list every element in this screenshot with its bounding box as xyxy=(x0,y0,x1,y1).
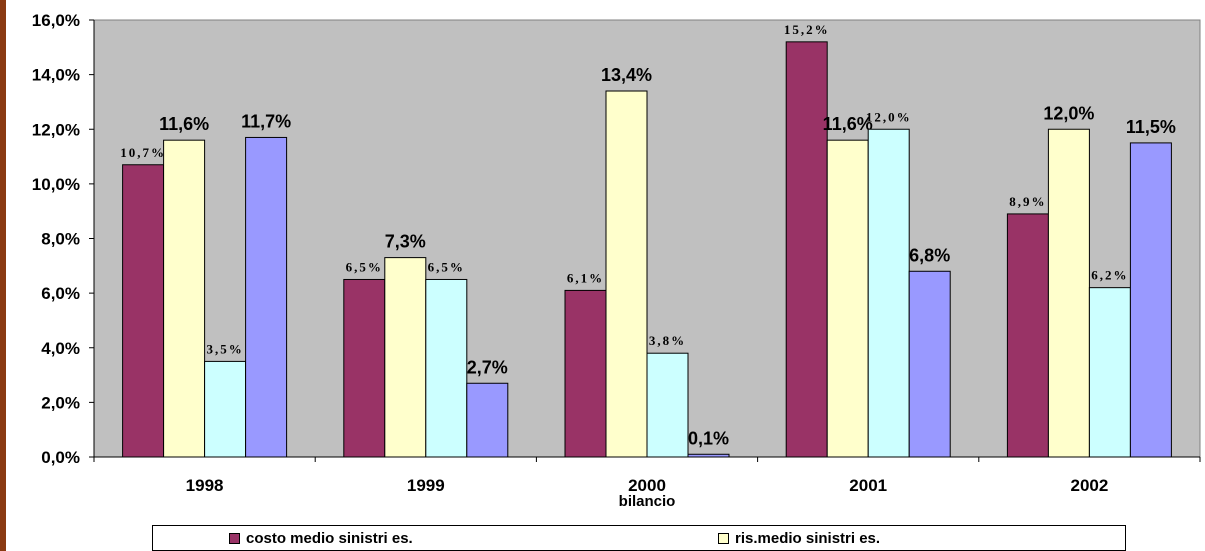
data-label: 12,0% xyxy=(1043,103,1094,123)
data-label: 6,5% xyxy=(346,259,383,274)
y-tick-label: 0,0% xyxy=(41,448,80,467)
x-tick-label: 1998 xyxy=(186,476,224,495)
data-label: 7,3% xyxy=(385,232,426,252)
bar xyxy=(204,360,247,458)
bar xyxy=(1047,128,1090,458)
y-tick-label: 14,0% xyxy=(32,66,80,85)
data-label: 12,0% xyxy=(866,109,912,124)
bar xyxy=(343,278,386,458)
x-tick-label: 2002 xyxy=(1070,476,1108,495)
y-tick-label: 8,0% xyxy=(41,230,80,249)
y-tick-label: 4,0% xyxy=(41,339,80,358)
bar xyxy=(867,128,910,458)
bar xyxy=(1088,287,1131,458)
bar xyxy=(163,139,206,458)
bar xyxy=(1129,142,1172,458)
bar xyxy=(564,289,607,458)
data-label: 6,5% xyxy=(428,259,465,274)
bar-chart: 0,0% 2,0% 4,0% 6,0% 8,0% 10,0% 12,0% 14,0% 16,0%… xyxy=(32,11,1201,510)
data-label: 10,7% xyxy=(120,145,166,160)
legend-item-ris: ris.medio sinistri es. xyxy=(718,529,880,547)
bar xyxy=(425,278,468,458)
bar xyxy=(122,164,165,458)
bar xyxy=(605,90,648,458)
legend: costo medio sinistri es. ris.medio sinis… xyxy=(152,525,1126,551)
data-label: 6,1% xyxy=(567,270,604,285)
legend-label-costo: costo medio sinistri es. xyxy=(246,529,413,547)
data-label: 11,6% xyxy=(823,114,873,134)
bar xyxy=(384,257,427,458)
bar xyxy=(1006,213,1049,458)
data-label: 11,6% xyxy=(159,114,209,134)
legend-swatch-costo xyxy=(229,532,240,544)
legend-label-ris: ris.medio sinistri es. xyxy=(735,529,881,547)
x-axis-title: bilancio xyxy=(619,493,676,510)
bar xyxy=(826,139,869,458)
data-label: 3,8% xyxy=(649,333,686,348)
y-tick-label: 12,0% xyxy=(32,120,80,139)
data-label: 3,5% xyxy=(206,341,243,356)
y-tick-label: 6,0% xyxy=(41,284,80,303)
data-label: 15,2% xyxy=(784,22,830,37)
data-label: 0,1% xyxy=(688,428,729,448)
left-edge-strip xyxy=(0,0,6,551)
x-tick-label: 2001 xyxy=(849,476,887,495)
bar xyxy=(466,382,509,458)
y-tick-label: 2,0% xyxy=(41,393,80,412)
legend-swatch-ris xyxy=(718,532,729,544)
y-tick-label: 10,0% xyxy=(32,175,80,194)
bar xyxy=(785,41,828,458)
data-label: 6,2% xyxy=(1091,268,1128,283)
data-label: 13,4% xyxy=(601,65,652,85)
y-tick-label: 16,0% xyxy=(32,11,80,30)
data-label: 11,7% xyxy=(241,111,291,131)
legend-item-costo: costo medio sinistri es. xyxy=(229,529,413,547)
x-tick-label: 1999 xyxy=(407,476,445,495)
bar xyxy=(687,453,730,458)
data-label: 8,9% xyxy=(1009,194,1046,209)
bar xyxy=(646,352,689,458)
bar xyxy=(245,136,288,458)
x-tick-label: 2000 xyxy=(628,476,666,495)
bar xyxy=(908,270,951,458)
data-label: 6,8% xyxy=(909,245,950,265)
data-label: 11,5% xyxy=(1126,117,1176,137)
data-label: 2,7% xyxy=(467,357,508,377)
